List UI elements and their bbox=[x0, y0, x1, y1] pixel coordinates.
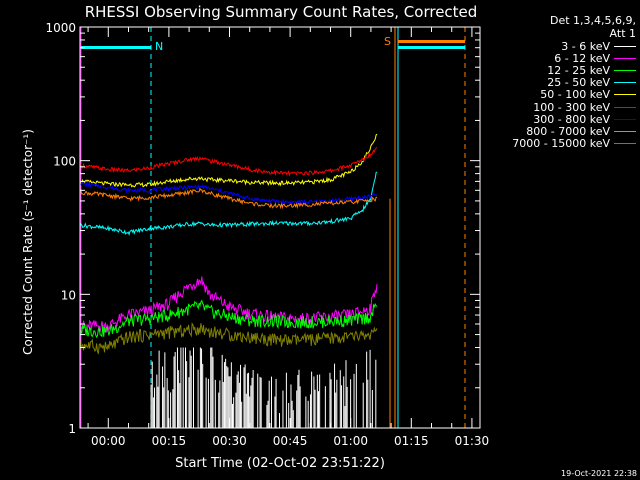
x-axis-label: Start Time (02-Oct-02 23:51:22) bbox=[175, 456, 385, 471]
series-2-line bbox=[79, 299, 378, 339]
x-tick-label: 00:45 bbox=[273, 434, 308, 448]
timestamp: 19-Oct-2021 22:38 bbox=[561, 469, 637, 478]
legend-entry-label: 25 - 50 keV bbox=[547, 76, 610, 90]
series-8-line bbox=[79, 322, 378, 355]
x-tick-label: 01:00 bbox=[333, 434, 368, 448]
series-3-line bbox=[79, 171, 378, 236]
night-bar-right bbox=[398, 46, 465, 49]
legend-entry-label: 800 - 7000 keV bbox=[526, 124, 610, 138]
series-6-line bbox=[79, 180, 378, 206]
series-5-line bbox=[79, 146, 378, 177]
legend-entry-label: 12 - 25 keV bbox=[547, 63, 610, 77]
legend-entry-swatch bbox=[614, 82, 636, 84]
series-7-line bbox=[79, 187, 378, 210]
legend-entry: 12 - 25 keV bbox=[480, 63, 636, 77]
legend-entry-swatch bbox=[614, 106, 636, 108]
x-tick-label: 01:30 bbox=[455, 434, 490, 448]
legend-entry-swatch bbox=[614, 57, 636, 59]
legend-entry-label: 100 - 300 keV bbox=[533, 100, 610, 114]
legend-entry: 800 - 7000 keV bbox=[480, 124, 636, 138]
x-tick-label: 01:15 bbox=[394, 434, 429, 448]
y-tick-label: 1000 bbox=[45, 21, 76, 35]
series-0-spikes bbox=[150, 347, 377, 428]
series-1-line bbox=[79, 276, 378, 333]
legend-entries: 3 - 6 keV 6 - 12 keV 12 - 25 keV 25 - 50 ke… bbox=[480, 40, 636, 150]
x-tick-label: 00:30 bbox=[212, 434, 247, 448]
legend-entry-swatch bbox=[614, 45, 636, 47]
axes: 1 10 100 1000 00:00 00:15 00:30 00:45 01:00 01:15… bbox=[45, 21, 489, 448]
legend-header-line-2: Att 1 bbox=[609, 27, 636, 40]
legend-header-line-1: Det 1,3,4,5,6,9, bbox=[549, 14, 636, 27]
chart-title: RHESSI Observing Summary Count Rates, Co… bbox=[85, 3, 478, 21]
plot-frame bbox=[79, 26, 481, 429]
legend-entry: 50 - 100 keV bbox=[480, 88, 636, 102]
legend-entry-swatch bbox=[614, 94, 636, 96]
legend-entry: 300 - 800 keV bbox=[480, 112, 636, 126]
x-tick-label: 00:00 bbox=[91, 434, 126, 448]
y-tick-label: 100 bbox=[53, 155, 76, 169]
legend-entry-swatch bbox=[614, 69, 636, 71]
legend-entry-label: 50 - 100 keV bbox=[540, 88, 610, 102]
legend-entry-swatch bbox=[614, 143, 636, 145]
legend-entry-label: 3 - 6 keV bbox=[561, 39, 610, 53]
x-tick-label: 00:15 bbox=[152, 434, 187, 448]
legend-entry: 6 - 12 keV bbox=[480, 51, 636, 65]
y-axis-label: Corrected Count Rate (s⁻¹ detector⁻¹) bbox=[21, 129, 35, 355]
saa-bar bbox=[398, 40, 465, 43]
legend-entry-swatch bbox=[614, 130, 636, 132]
legend-entry: 100 - 300 keV bbox=[480, 100, 636, 114]
legend-entry-label: 300 - 800 keV bbox=[533, 112, 610, 126]
legend-entry: 25 - 50 keV bbox=[480, 76, 636, 90]
annotation-s: S bbox=[384, 35, 391, 48]
y-tick-label: 1 bbox=[68, 422, 76, 436]
legend-entry-swatch bbox=[614, 118, 636, 120]
legend-entry: 7000 - 15000 keV bbox=[480, 137, 636, 151]
legend-entry-label: 6 - 12 keV bbox=[554, 51, 610, 65]
series-layer bbox=[79, 133, 391, 428]
legend-entry: 3 - 6 keV bbox=[480, 39, 636, 53]
legend-entry-label: 7000 - 15000 keV bbox=[512, 137, 610, 151]
legend: Det 1,3,4,5,6,9, Att 1 3 - 6 keV 6 - 12 k… bbox=[480, 14, 636, 150]
series-4-line bbox=[79, 133, 378, 188]
y-tick-label: 10 bbox=[61, 288, 76, 302]
annotation-n: N bbox=[155, 40, 163, 53]
night-bar bbox=[81, 46, 151, 49]
